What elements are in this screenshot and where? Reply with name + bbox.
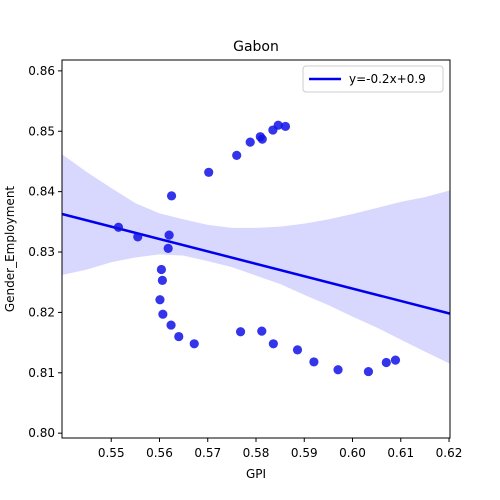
x-tick-label: 0.58 bbox=[243, 446, 270, 460]
data-point bbox=[257, 134, 267, 144]
data-point bbox=[155, 295, 165, 305]
legend-box bbox=[302, 65, 444, 93]
data-point bbox=[164, 230, 174, 240]
data-point bbox=[166, 320, 176, 330]
x-axis-label: GPI bbox=[246, 467, 266, 481]
regression-line bbox=[61, 212, 451, 315]
data-points-layer bbox=[113, 120, 401, 377]
data-point bbox=[257, 326, 267, 336]
legend-label: y=-0.2x+0.9 bbox=[349, 72, 426, 86]
chart-title: Gabon bbox=[233, 39, 279, 55]
confidence-band bbox=[62, 154, 450, 364]
y-axis-ticks: 0.80 0.81 0.82 0.83 0.84 0.85 0.86 bbox=[28, 64, 62, 440]
x-axis-ticks: 0.55 0.56 0.57 0.58 0.59 0.60 0.61 0.62 bbox=[98, 438, 463, 460]
x-tick-label: 0.56 bbox=[146, 446, 173, 460]
data-point bbox=[204, 167, 214, 177]
data-point bbox=[381, 357, 391, 368]
x-tick-label: 0.62 bbox=[436, 446, 463, 460]
x-tick-label: 0.57 bbox=[194, 446, 221, 460]
data-point bbox=[292, 345, 303, 355]
data-point bbox=[156, 264, 167, 275]
y-tick-label: 0.82 bbox=[28, 305, 55, 319]
x-tick-label: 0.60 bbox=[339, 446, 366, 460]
x-tick-label: 0.59 bbox=[291, 446, 318, 460]
confidence-band-layer bbox=[62, 154, 450, 364]
data-point bbox=[273, 120, 283, 130]
data-point bbox=[309, 357, 319, 367]
y-tick-label: 0.83 bbox=[28, 245, 55, 259]
y-tick-label: 0.86 bbox=[28, 64, 55, 78]
y-tick-label: 0.80 bbox=[28, 426, 55, 440]
x-tick-label: 0.55 bbox=[98, 446, 125, 460]
data-point bbox=[245, 137, 255, 147]
data-point bbox=[113, 222, 124, 232]
data-point bbox=[133, 232, 143, 242]
data-point bbox=[280, 121, 291, 132]
data-point bbox=[174, 331, 184, 342]
data-point bbox=[268, 339, 278, 349]
data-point bbox=[163, 243, 173, 253]
data-point bbox=[157, 275, 167, 285]
legend: y=-0.2x+0.9 bbox=[302, 65, 444, 93]
y-tick-label: 0.84 bbox=[28, 185, 55, 199]
data-point bbox=[166, 191, 177, 201]
x-tick-label: 0.61 bbox=[387, 446, 414, 460]
data-point bbox=[158, 309, 168, 319]
data-point bbox=[363, 366, 374, 377]
y-tick-label: 0.81 bbox=[28, 366, 55, 380]
data-point bbox=[333, 365, 343, 375]
regression-line-layer bbox=[61, 212, 451, 315]
data-point bbox=[189, 339, 199, 349]
y-tick-label: 0.85 bbox=[28, 124, 55, 138]
data-point bbox=[390, 355, 401, 365]
data-point bbox=[235, 327, 246, 337]
data-point bbox=[232, 150, 242, 161]
y-axis-label: Gender_Employment bbox=[3, 186, 17, 313]
